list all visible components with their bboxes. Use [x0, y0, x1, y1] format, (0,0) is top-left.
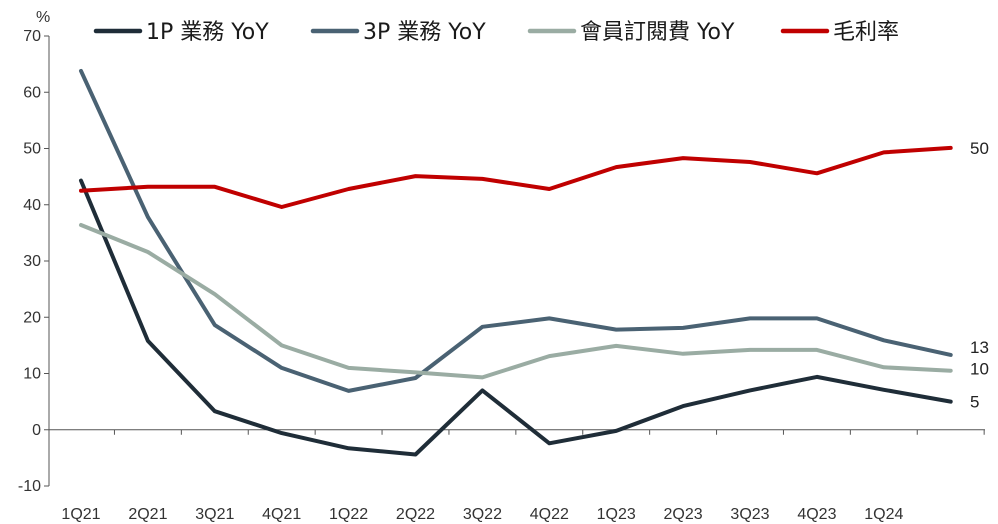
end-label-1: 13	[970, 338, 989, 357]
y-tick-label: 40	[23, 197, 41, 214]
y-axis-ticks: -10 0 10 20 30 40 50 60 70	[18, 28, 49, 495]
x-tick-label: 3Q21	[195, 506, 234, 523]
legend-item-0: 1P 業務 YoY	[93, 20, 269, 45]
series-lines	[79, 68, 953, 457]
legend: 1P 業務 YoY 3P 業務 YoY 會員訂閱費 YoY 毛利率	[93, 20, 899, 45]
y-tick-label: -10	[18, 478, 41, 495]
series-line-1	[79, 68, 953, 393]
x-tick-label: 4Q23	[797, 506, 836, 523]
y-tick-label: 50	[23, 141, 41, 158]
legend-label: 1P 業務 YoY	[146, 20, 269, 45]
end-label-2: 10	[970, 360, 989, 379]
y-tick-label: 0	[32, 422, 41, 439]
series-line-3	[79, 145, 953, 209]
x-tick-label: 2Q22	[396, 506, 435, 523]
y-tick-label: 30	[23, 253, 41, 270]
end-label-0: 5	[970, 393, 979, 412]
legend-label: 毛利率	[833, 20, 899, 45]
x-axis-ticks: 1Q21 2Q21 3Q21 4Q21 1Q22 2Q22 3Q22 4Q22 1Q23 2Q23…	[61, 429, 985, 523]
x-tick-label: 2Q21	[128, 506, 167, 523]
series-line-0	[79, 178, 953, 457]
x-tick-label: 1Q22	[329, 506, 368, 523]
x-tick-label: 4Q22	[530, 506, 569, 523]
y-axis-unit-label: %	[36, 9, 50, 26]
legend-item-2: 會員訂閱費 YoY	[527, 20, 735, 45]
y-tick-label: 10	[23, 366, 41, 383]
x-tick-label: 1Q21	[61, 506, 100, 523]
series-line-2	[79, 223, 953, 380]
x-tick-label: 3Q23	[730, 506, 769, 523]
y-tick-label: 70	[23, 28, 41, 45]
end-labels: 5 13 10 50	[970, 139, 989, 412]
legend-item-3: 毛利率	[780, 20, 899, 45]
end-label-3: 50	[970, 139, 989, 158]
x-tick-label: 4Q21	[262, 506, 301, 523]
legend-label: 會員訂閱費 YoY	[580, 20, 735, 45]
legend-label: 3P 業務 YoY	[363, 20, 486, 45]
y-tick-label: 60	[23, 84, 41, 101]
x-tick-label: 3Q22	[463, 506, 502, 523]
x-tick-label: 1Q23	[597, 506, 636, 523]
x-tick-label: 1Q24	[864, 506, 903, 523]
y-tick-label: 20	[23, 309, 41, 326]
legend-item-1: 3P 業務 YoY	[310, 20, 486, 45]
x-tick-label: 2Q23	[664, 506, 703, 523]
